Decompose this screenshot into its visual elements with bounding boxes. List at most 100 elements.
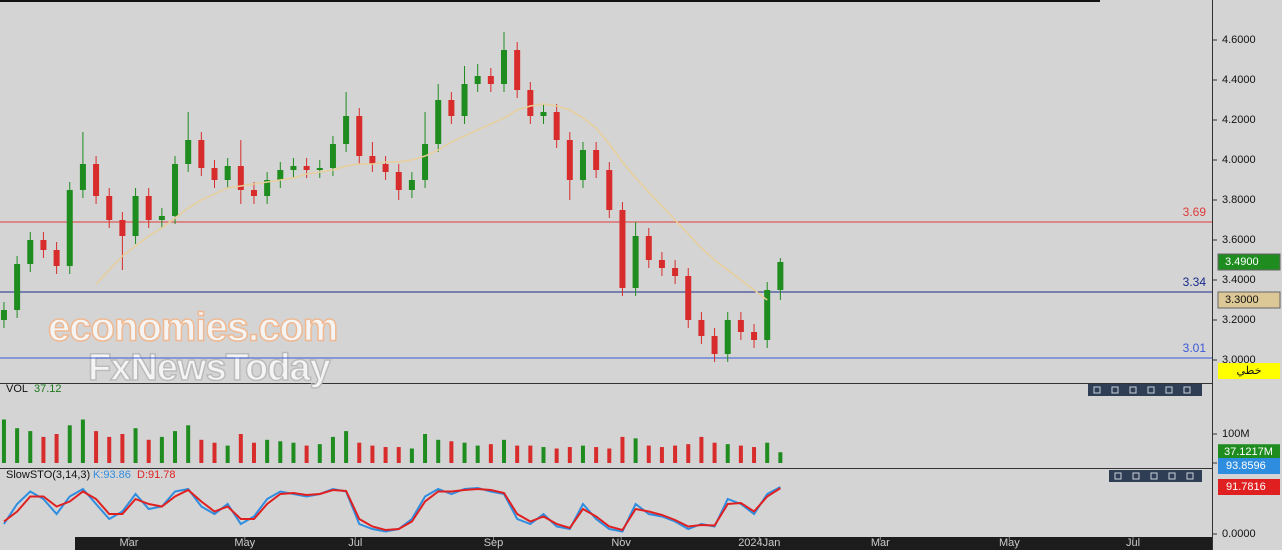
- candle-body: [224, 166, 231, 180]
- candle-body: [145, 196, 152, 220]
- candle-body: [185, 140, 192, 164]
- volume-bar: [251, 442, 256, 463]
- volume-bar: [712, 442, 717, 463]
- candle-body: [329, 144, 336, 168]
- candle-body: [698, 320, 705, 336]
- toolbar-icon: [1093, 386, 1101, 394]
- candle-body: [106, 196, 113, 220]
- price-tag: [1217, 291, 1281, 309]
- price-tag: [1217, 253, 1281, 271]
- volume-bar: [409, 448, 414, 463]
- x-tick-label: 2024Jan: [738, 537, 780, 549]
- candle-body: [764, 290, 771, 340]
- y-tick-label: 4.6000: [1222, 34, 1256, 46]
- y-tick-label: 3.4000: [1222, 274, 1256, 286]
- toolbar-box: [1088, 384, 1202, 396]
- volume-bar: [673, 445, 678, 463]
- candle-body: [198, 140, 205, 168]
- candle-body: [250, 190, 257, 196]
- candle-body: [395, 172, 402, 190]
- x-tick-label: May: [234, 537, 255, 549]
- candle-body: [132, 196, 139, 236]
- volume-bar: [488, 444, 493, 463]
- volume-bar: [515, 445, 520, 463]
- toolbar-icon: [1165, 386, 1173, 394]
- volume-bar: [80, 419, 85, 463]
- volume-bar: [699, 436, 704, 463]
- volume-bar: [54, 434, 59, 463]
- candle-body: [777, 262, 784, 290]
- candle-body: [14, 264, 21, 310]
- volume-bar: [212, 442, 217, 463]
- candle-body: [501, 50, 508, 84]
- candle-body: [448, 100, 455, 116]
- candle-body: [237, 166, 244, 190]
- x-tick-label: Mar: [871, 537, 890, 549]
- toolbar-icon: [1114, 472, 1122, 480]
- candle-body: [619, 210, 626, 288]
- volume-bar: [370, 445, 375, 463]
- candle-body: [487, 76, 494, 84]
- candle-body: [369, 156, 376, 164]
- legend-k: K:93.86: [93, 469, 131, 481]
- price-tag-label: 3.3000: [1225, 294, 1259, 306]
- toolbar-icon: [1150, 472, 1158, 480]
- toolbar-icon: [1111, 386, 1119, 394]
- candle-body: [685, 276, 692, 320]
- volume-bar: [646, 445, 651, 463]
- candle-body: [408, 180, 415, 190]
- price-tag-label: 3.4900: [1225, 256, 1259, 268]
- candle-body: [566, 140, 573, 180]
- volume-bar: [265, 439, 270, 463]
- candle-body: [382, 164, 389, 172]
- volume-bar: [159, 436, 164, 463]
- toolbar-icon: [1147, 386, 1155, 394]
- volume-bar: [133, 428, 138, 463]
- candle-body: [632, 236, 639, 288]
- candle-body: [303, 166, 310, 170]
- candle-body: [553, 112, 560, 140]
- legend-d: D:91.78: [137, 469, 176, 481]
- volume-bar: [475, 445, 480, 463]
- volume-bar: [686, 444, 691, 463]
- volume-bar: [659, 447, 664, 463]
- volume-tag: [1218, 444, 1280, 461]
- volume-bar: [199, 439, 204, 463]
- level-label: 3.01: [1183, 341, 1207, 355]
- volume-bar: [502, 439, 507, 463]
- stoch-tag-label: 91.7816: [1226, 481, 1266, 493]
- volume-bar: [462, 442, 467, 463]
- volume-bar: [383, 447, 388, 463]
- volume-bar: [330, 436, 335, 463]
- x-tick-label: May: [999, 537, 1020, 549]
- candle-body: [658, 260, 665, 268]
- level-label: 3.34: [1183, 275, 1207, 289]
- volume-bar: [436, 439, 441, 463]
- candle-body: [711, 336, 718, 354]
- candle-body: [172, 164, 179, 216]
- candle-body: [356, 116, 363, 156]
- candle-body: [579, 150, 586, 180]
- toolbar-icon: [1129, 386, 1137, 394]
- candle-body: [79, 164, 86, 190]
- toolbar-icon: [1168, 472, 1176, 480]
- watermark: economies.com: [48, 306, 337, 350]
- volume-tag-label: 37.1217M: [1224, 446, 1273, 458]
- volume-bar: [778, 452, 783, 463]
- y-tick-label: 3.0000: [1222, 354, 1256, 366]
- candle-body: [66, 190, 73, 266]
- y-tick-label: 4.0000: [1222, 154, 1256, 166]
- candle-body: [27, 240, 34, 264]
- candle-body: [158, 216, 165, 220]
- y-tick-label: 4.2000: [1222, 114, 1256, 126]
- volume-bar: [238, 434, 243, 463]
- stoch-line: [3, 487, 781, 532]
- stoch-tag-label: 93.8596: [1226, 460, 1266, 472]
- stoch-tag: [1218, 479, 1280, 495]
- volume-bar: [304, 445, 309, 463]
- volume-bar: [1, 419, 6, 463]
- volume-bar: [278, 441, 283, 463]
- toolbar-box: [1109, 470, 1202, 482]
